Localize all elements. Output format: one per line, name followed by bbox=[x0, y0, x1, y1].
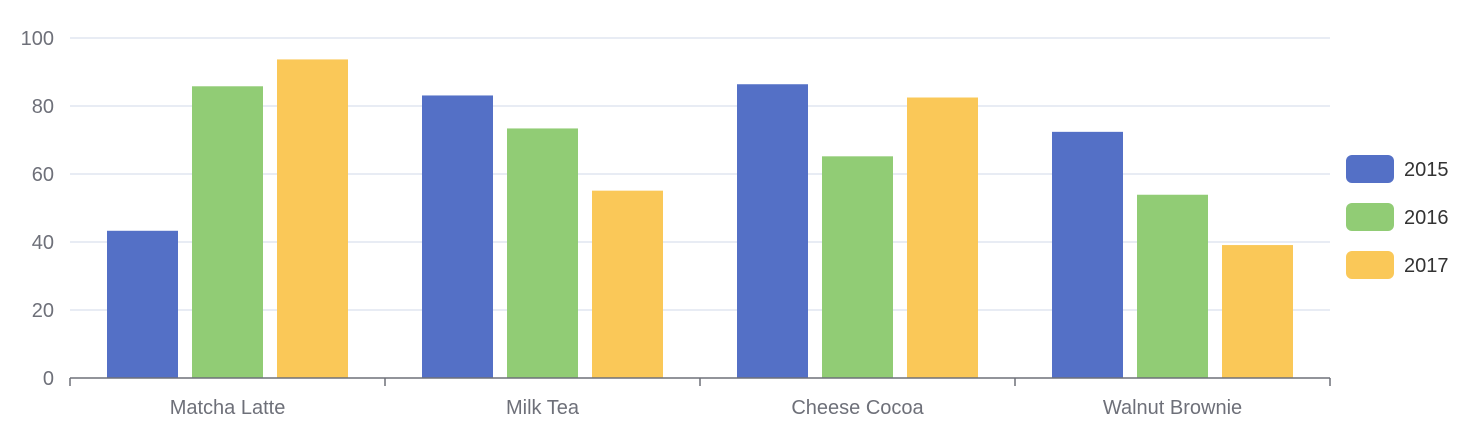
y-tick-label: 40 bbox=[32, 232, 54, 254]
legend-label: 2016 bbox=[1404, 207, 1449, 229]
legend-label: 2015 bbox=[1404, 159, 1449, 181]
bar-2017-milk-tea[interactable] bbox=[592, 190, 663, 378]
bar-2015-cheese-cocoa[interactable] bbox=[737, 84, 808, 379]
bars bbox=[107, 59, 1293, 379]
legend[interactable]: 2015 2016 2017 bbox=[1346, 155, 1449, 279]
x-axis-tick-labels: Matcha Latte Milk Tea Cheese Cocoa Walnut B… bbox=[170, 397, 1242, 419]
x-tick-label: Matcha Latte bbox=[170, 397, 286, 419]
bar-2017-walnut-brownie[interactable] bbox=[1222, 245, 1293, 378]
y-tick-label: 20 bbox=[32, 300, 54, 322]
bar-2016-cheese-cocoa[interactable] bbox=[822, 156, 893, 378]
bar-2017-matcha-latte[interactable] bbox=[277, 59, 348, 379]
x-tick-label: Walnut Brownie bbox=[1103, 397, 1242, 419]
bar-2017-cheese-cocoa[interactable] bbox=[907, 97, 978, 379]
x-tick-label: Milk Tea bbox=[506, 397, 580, 419]
legend-item-2016[interactable]: 2016 bbox=[1346, 203, 1449, 231]
x-tick-label: Cheese Cocoa bbox=[791, 397, 924, 419]
y-tick-label: 100 bbox=[21, 28, 54, 50]
bar-2016-milk-tea[interactable] bbox=[507, 128, 578, 378]
bar-2016-matcha-latte[interactable] bbox=[192, 86, 263, 378]
legend-swatch bbox=[1346, 251, 1394, 279]
legend-item-2017[interactable]: 2017 bbox=[1346, 251, 1449, 279]
legend-swatch bbox=[1346, 155, 1394, 183]
y-tick-label: 80 bbox=[32, 96, 54, 118]
y-tick-label: 60 bbox=[32, 164, 54, 186]
legend-item-2015[interactable]: 2015 bbox=[1346, 155, 1449, 183]
legend-swatch bbox=[1346, 203, 1394, 231]
bar-2015-walnut-brownie[interactable] bbox=[1052, 131, 1123, 378]
legend-label: 2017 bbox=[1404, 255, 1449, 277]
x-axis bbox=[69, 377, 1331, 386]
bar-2016-walnut-brownie[interactable] bbox=[1137, 194, 1208, 378]
y-tick-label: 0 bbox=[43, 368, 54, 390]
y-axis-tick-labels: 0 20 40 60 80 100 bbox=[21, 28, 54, 390]
bar-2015-matcha-latte[interactable] bbox=[107, 230, 178, 378]
bar-2015-milk-tea[interactable] bbox=[422, 95, 493, 379]
